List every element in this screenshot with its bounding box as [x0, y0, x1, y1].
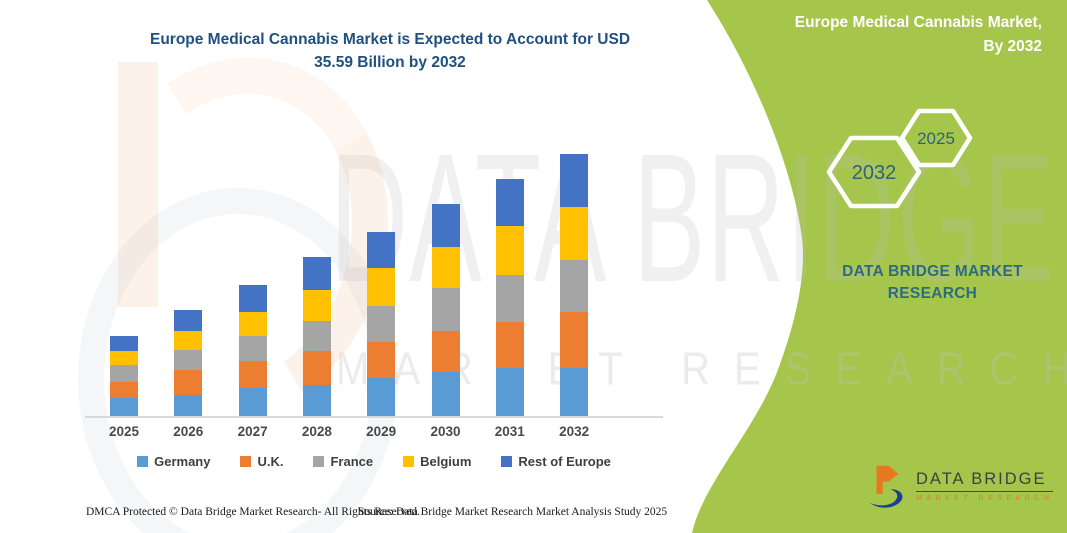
- bar-segment-rest-of-europe: [302, 256, 331, 290]
- bar-segment-belgium: [110, 350, 138, 366]
- bar-segment-france: [238, 335, 267, 361]
- bar-segment-france: [560, 259, 589, 313]
- hexagon-2032: [826, 135, 922, 209]
- legend-item-belgium: Belgium: [403, 454, 471, 469]
- bar-segment-belgium: [560, 206, 589, 260]
- legend-swatch: [137, 456, 149, 467]
- bar-segment-france: [110, 365, 138, 383]
- bar-2025: [110, 335, 138, 416]
- hexagon-badges: 2032 2025: [826, 108, 973, 209]
- bar-2031: [495, 179, 524, 416]
- panel-brand-text: DATA BRIDGE MARKET RESEARCH: [795, 261, 1067, 305]
- bar-2029: [367, 231, 396, 416]
- bar-2028: [302, 256, 331, 416]
- x-axis-label-2027: 2027: [237, 424, 268, 439]
- hexagon-2032-label: 2032: [852, 162, 897, 184]
- bar-segment-germany: [238, 388, 267, 416]
- bar-segment-rest-of-europe: [560, 154, 589, 207]
- company-logo-icon: [869, 465, 903, 508]
- x-axis-label-2031: 2031: [494, 424, 525, 439]
- footer-dmca-text: DMCA Protected © Data Bridge Market Rese…: [86, 506, 420, 518]
- x-axis-label-2032: 2032: [559, 424, 590, 439]
- legend-item-germany: Germany: [137, 454, 210, 469]
- x-axis-label-2029: 2029: [366, 424, 397, 439]
- bar-segment-germany: [431, 371, 460, 416]
- bar-segment-germany: [495, 367, 524, 416]
- bar-segment-germany: [367, 377, 396, 416]
- legend-item-france: France: [313, 454, 373, 469]
- chart-title: Europe Medical Cannabis Market is Expect…: [100, 28, 680, 74]
- panel-title: Europe Medical Cannabis Market, By 2032: [795, 11, 1042, 59]
- legend-label: Belgium: [420, 454, 472, 469]
- bar-segment-germany: [302, 385, 331, 416]
- bar-segment-france: [302, 320, 331, 351]
- bar-segment-belgium: [495, 226, 524, 275]
- bar-segment-u-k-: [174, 370, 203, 396]
- hexagon-2025-label: 2025: [917, 129, 955, 148]
- company-logo-tagline: MARKET RESEARCH: [916, 495, 1054, 502]
- legend-swatch: [403, 456, 415, 467]
- bar-2026: [174, 310, 203, 416]
- bar-segment-belgium: [431, 246, 460, 289]
- bar-segment-rest-of-europe: [174, 310, 203, 331]
- x-axis-label-2025: 2025: [108, 424, 140, 439]
- company-logo: DATA BRIDGE MARKET RESEARCH: [866, 461, 1054, 511]
- bar-segment-france: [367, 305, 396, 342]
- bar-segment-germany: [174, 395, 203, 416]
- legend-swatch: [501, 456, 513, 467]
- bar-segment-germany: [110, 398, 138, 416]
- legend-swatch: [240, 456, 252, 467]
- bar-segment-rest-of-europe: [431, 204, 460, 247]
- x-axis-label-2030: 2030: [430, 424, 461, 439]
- bar-segment-u-k-: [238, 360, 267, 389]
- legend-label: Germany: [154, 454, 211, 469]
- bar-2027: [238, 285, 267, 416]
- bar-segment-belgium: [174, 330, 203, 350]
- bar-segment-france: [495, 274, 524, 322]
- chart-title-line1: Europe Medical Cannabis Market is Expect…: [149, 31, 631, 48]
- bar-2032: [560, 154, 589, 416]
- legend-label: Rest of Europe: [518, 454, 611, 469]
- legend-item-rest-of-europe: Rest of Europe: [501, 454, 611, 469]
- legend-label: France: [330, 454, 374, 469]
- panel-brand-line1: DATA BRIDGE MARKET: [842, 263, 1023, 280]
- bar-segment-u-k-: [367, 341, 396, 378]
- bar-segment-france: [174, 349, 203, 371]
- bar-segment-rest-of-europe: [367, 231, 396, 269]
- footer-source-text: Source: Data Bridge Market Research Mark…: [358, 506, 668, 518]
- chart-legend: Germany U.K. France Belgium Rest of Europe: [85, 454, 663, 469]
- bar-segment-belgium: [238, 311, 267, 336]
- panel-brand-line2: RESEARCH: [887, 285, 978, 302]
- chart-plot-area: [85, 128, 663, 418]
- bar-segment-rest-of-europe: [495, 179, 524, 227]
- bar-segment-u-k-: [431, 330, 460, 372]
- bar-segment-belgium: [367, 268, 396, 306]
- bar-segment-u-k-: [110, 382, 138, 399]
- legend-swatch: [313, 456, 325, 467]
- chart-title-line2: 35.59 Billion by 2032: [314, 54, 466, 71]
- bar-segment-u-k-: [302, 350, 331, 386]
- bar-segment-rest-of-europe: [110, 335, 138, 351]
- bar-segment-germany: [560, 367, 589, 416]
- bar-segment-belgium: [302, 289, 331, 321]
- green-panel-shape: [692, 0, 1067, 533]
- hexagon-2025: [899, 108, 973, 168]
- bar-segment-u-k-: [560, 312, 589, 368]
- company-logo-name: DATA BRIDGE: [916, 470, 1054, 492]
- panel-title-line1: Europe Medical Cannabis Market,: [794, 14, 1042, 31]
- bar-segment-france: [431, 288, 460, 331]
- panel-title-line2: By 2032: [983, 38, 1042, 55]
- bar-segment-rest-of-europe: [238, 285, 267, 312]
- legend-item-u-k-: U.K.: [240, 454, 283, 469]
- x-axis-label-2028: 2028: [301, 424, 332, 439]
- legend-label: U.K.: [257, 454, 284, 469]
- bar-segment-u-k-: [495, 321, 524, 368]
- company-logo-text: DATA BRIDGE MARKET RESEARCH: [916, 470, 1054, 502]
- x-axis-label-2026: 2026: [173, 424, 204, 439]
- bar-2030: [431, 204, 460, 416]
